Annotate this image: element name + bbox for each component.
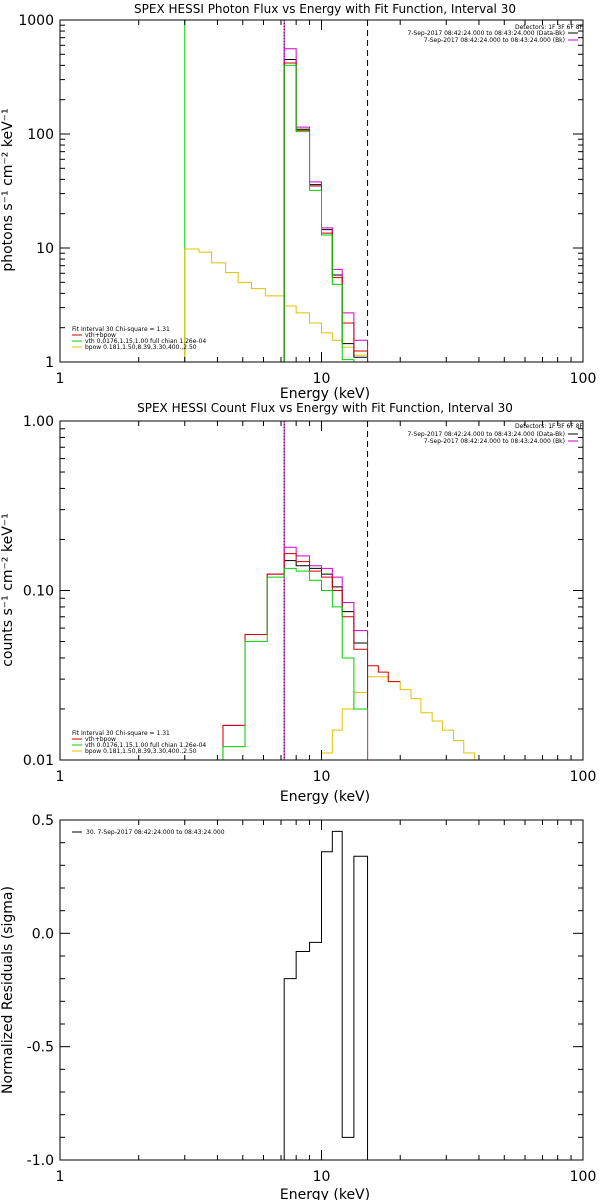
x-tick-label: 1 <box>56 1169 65 1185</box>
photon-flux-panel: SPEX HESSI Photon Flux vs Energy with Fi… <box>0 2 596 402</box>
fit-legend-label: vth+bpow <box>85 332 116 339</box>
fit-tail-series <box>367 665 401 683</box>
spectrum-series-2 <box>283 62 369 362</box>
x-tick-label: 1 <box>56 371 65 387</box>
photon-flux-ylabel: photons s⁻¹ cm⁻² keV⁻¹ <box>0 108 16 271</box>
fit-legend-label: vth+bpow <box>85 736 116 743</box>
residuals-panel: Energy (keV) Normalized Residuals (sigma… <box>0 813 596 1200</box>
x-tick-label: 100 <box>570 371 597 387</box>
bpow-fit-series <box>184 248 369 362</box>
legend-label: 7-Sep-2017 08:42:24.000 to 08:43:24.000 … <box>424 438 565 445</box>
y-tick-label: 0.5 <box>32 813 54 829</box>
plot-data <box>184 20 369 362</box>
legend-label: 7-Sep-2017 08:42:24.000 to 08:43:24.000 … <box>407 30 565 37</box>
y-tick-label: -0.5 <box>27 1040 54 1056</box>
count-flux-title: SPEX HESSI Count Flux vs Energy with Fit… <box>137 401 513 415</box>
fit-legend-label: bpow 0.181,1.50,8.39,3.30,400.,2.50 <box>85 748 197 755</box>
spectrum-series-0 <box>284 560 368 644</box>
x-tick-label: 1 <box>56 769 65 785</box>
residual-legend-label: 30. 7-Sep-2017 08:42:24.000 to 08:43:24.… <box>86 829 225 836</box>
count-flux-panel: SPEX HESSI Count Flux vs Energy with Fit… <box>0 401 596 805</box>
spectrum-series-2 <box>222 553 369 760</box>
legend-label: 7-Sep-2017 08:42:24.000 to 08:43:24.000 … <box>407 431 565 438</box>
x-tick-label: 10 <box>313 371 331 387</box>
spectrum-series-0 <box>283 59 369 362</box>
y-tick-label: 0.0 <box>32 926 54 942</box>
y-tick-label: -1.0 <box>27 1153 54 1169</box>
fit-legend-label: vth 0.0176,1.15,1.00 full chian 1.26e-04 <box>85 742 206 749</box>
y-tick-label: 0.01 <box>23 753 54 769</box>
x-tick-label: 10 <box>313 1169 331 1185</box>
photon-flux-detectors: Detectors: 1F 3F 6F 8F <box>515 24 584 31</box>
y-tick-label: 10 <box>36 241 54 257</box>
y-tick-label: 1 <box>45 355 54 371</box>
count-flux-fit-label: Fit Interval 30 Chi-square = 1.31 <box>72 730 170 737</box>
photon-flux-fit-label: Fit Interval 30 Chi-square = 1.31 <box>72 326 170 333</box>
count-flux-ylabel: counts s⁻¹ cm⁻² keV⁻¹ <box>0 513 16 667</box>
spectrum-series-0 <box>283 830 369 1160</box>
spectrum-series-3 <box>283 64 368 362</box>
spectrum-series-1 <box>283 48 369 362</box>
y-tick-label: 1000 <box>18 13 54 29</box>
x-tick-label: 100 <box>570 1169 597 1185</box>
count-flux-xlabel: Energy (keV) <box>280 789 370 805</box>
plot-data <box>283 830 369 1160</box>
photon-flux-title: SPEX HESSI Photon Flux vs Energy with Fi… <box>134 2 516 16</box>
fit-legend-label: bpow 0.181,1.50,8.39,3.30,400.,2.50 <box>85 344 197 351</box>
residuals-ylabel: Normalized Residuals (sigma) <box>0 886 16 1094</box>
fit-legend-label: vth 0.0176,1.15,1.00 full chian 1.26e-04 <box>85 338 206 345</box>
legend-label: 7-Sep-2017 08:42:24.000 to 08:43:24.000 … <box>424 37 565 44</box>
y-tick-label: 100 <box>27 127 54 143</box>
count-flux-detectors: Detectors: 1F 3F 6F 8F <box>515 423 584 430</box>
residuals-xlabel: Energy (keV) <box>280 1187 370 1200</box>
y-tick-label: 1.00 <box>23 414 54 430</box>
bpow-fit-series <box>309 676 485 760</box>
x-tick-label: 100 <box>570 769 597 785</box>
plot-data <box>222 421 485 760</box>
spectrum-series-3 <box>222 567 369 760</box>
y-tick-label: 0.10 <box>23 584 54 600</box>
photon-flux-xlabel: Energy (keV) <box>280 386 370 402</box>
x-tick-label: 10 <box>313 769 331 785</box>
